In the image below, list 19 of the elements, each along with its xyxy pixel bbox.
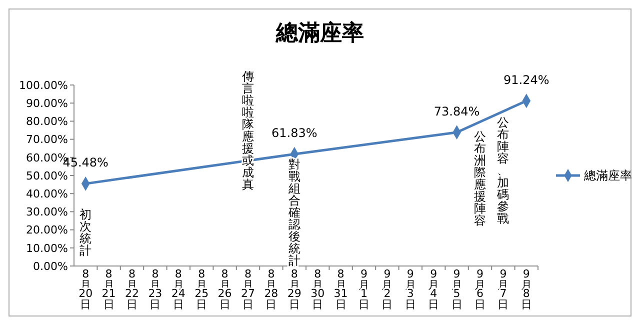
annotation: 公布洲際應援陣容 <box>474 130 486 228</box>
y-tick-label: 20.00% <box>26 224 68 237</box>
x-tick-label: 9月1日 <box>358 267 370 312</box>
y-tick-label: 40.00% <box>26 187 68 200</box>
chart-title: 總滿座率 <box>275 20 364 46</box>
y-tick-label: 0.00% <box>33 260 68 273</box>
annotation: 初次統計 <box>80 208 92 258</box>
data-label: 73.84% <box>434 104 480 118</box>
y-tick-label: 80.00% <box>26 115 68 128</box>
y-tick-label: 10.00% <box>26 242 68 255</box>
y-tick-label: 100.00% <box>19 78 68 92</box>
legend-label: 總滿座率 <box>583 168 632 183</box>
data-label: 91.24% <box>504 72 550 87</box>
y-tick-label: 70.00% <box>26 133 68 146</box>
y-tick-label: 30.00% <box>26 206 68 219</box>
y-tick-label: 50.00% <box>26 169 68 182</box>
y-tick-label: 90.00% <box>26 96 68 110</box>
data-label: 61.83% <box>272 126 318 140</box>
text: 對戰組合確認後統計 <box>288 158 300 268</box>
